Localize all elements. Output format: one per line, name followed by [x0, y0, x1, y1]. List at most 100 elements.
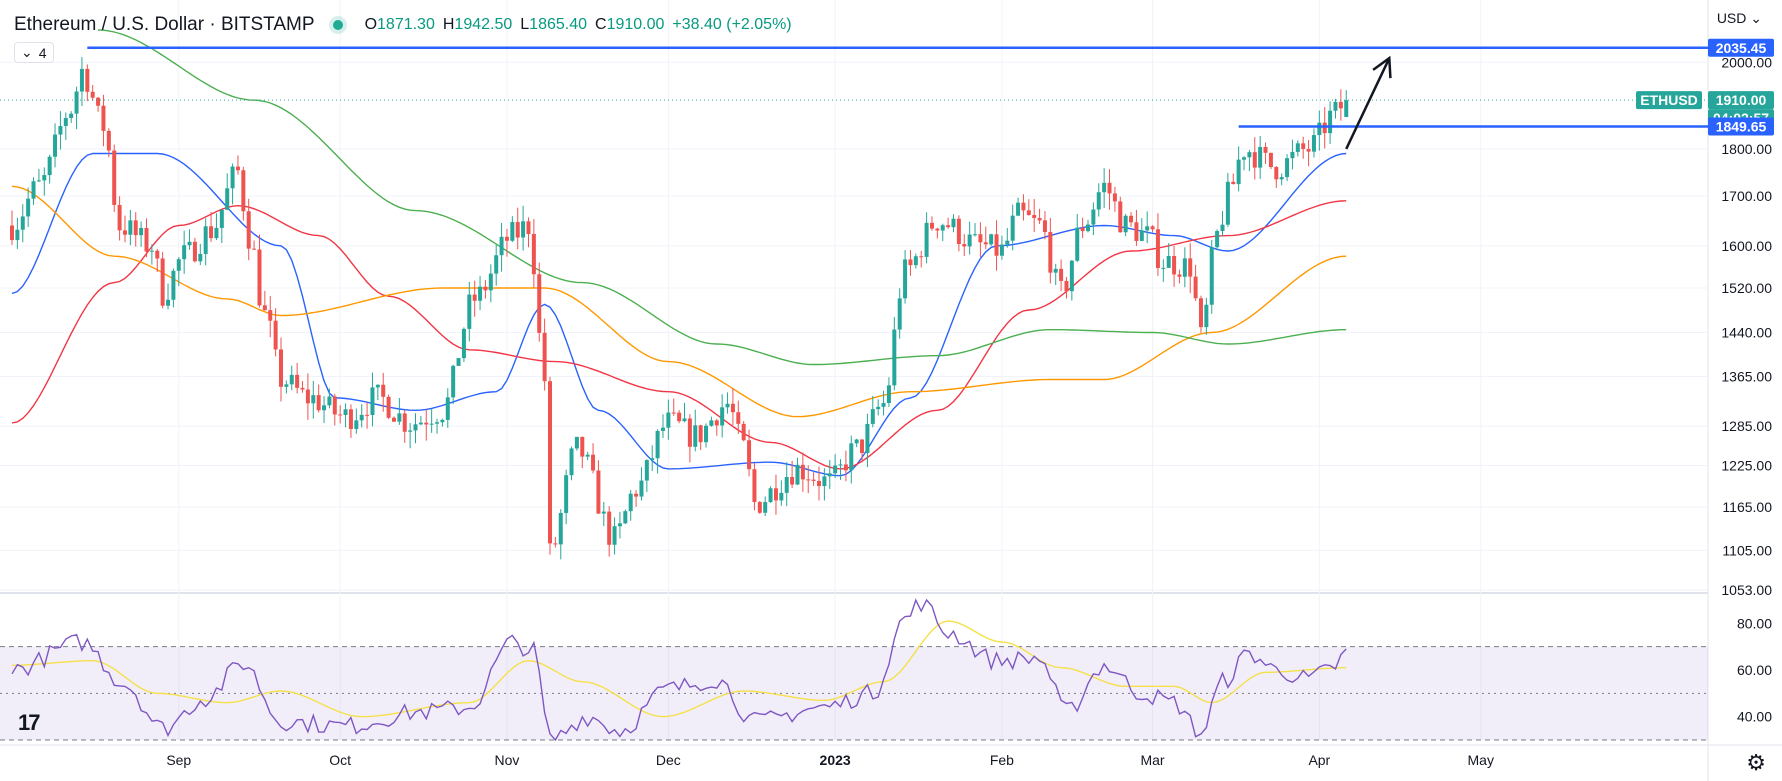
- candle: [682, 402, 687, 423]
- candle: [316, 384, 321, 413]
- candle: [322, 396, 327, 424]
- candle: [951, 214, 956, 233]
- candle: [644, 459, 649, 492]
- candle-body: [714, 420, 719, 426]
- candle: [822, 468, 827, 501]
- candle: [1059, 259, 1064, 292]
- gear-icon[interactable]: ⚙: [1746, 750, 1766, 775]
- candle: [451, 364, 456, 405]
- candle: [1182, 247, 1187, 288]
- candle: [327, 388, 332, 409]
- candle: [811, 472, 816, 486]
- candle: [1139, 218, 1144, 242]
- candle: [747, 429, 752, 477]
- candle: [171, 268, 176, 308]
- candle: [53, 123, 58, 168]
- candle: [1209, 239, 1214, 314]
- candle-body: [1290, 151, 1295, 159]
- candle-body: [79, 68, 84, 92]
- tradingview-logo-icon[interactable]: 17: [18, 710, 41, 735]
- candle-body: [757, 502, 762, 513]
- candle: [806, 465, 811, 494]
- candle-body: [537, 274, 542, 333]
- candle: [122, 215, 127, 243]
- candle: [817, 466, 821, 501]
- indicator-legend-toggle[interactable]: ⌄ 4: [14, 42, 54, 63]
- candle: [639, 467, 644, 501]
- candle-body: [601, 511, 606, 514]
- candle: [1150, 225, 1155, 233]
- candle-body: [53, 134, 58, 157]
- candle: [1161, 259, 1166, 282]
- candle: [1258, 136, 1263, 179]
- candle-body: [1016, 202, 1021, 216]
- candle: [558, 509, 563, 560]
- candle-body: [20, 216, 25, 230]
- candle: [219, 209, 224, 244]
- price-label-bg: [1636, 91, 1702, 110]
- time-tick-label: Dec: [656, 752, 681, 768]
- candle-body: [564, 475, 569, 513]
- candle-body: [166, 299, 171, 306]
- candle: [537, 262, 542, 342]
- price-tick-label: 1600.00: [1721, 238, 1772, 254]
- rsi-tick-label: 60.00: [1737, 662, 1772, 678]
- candle-body: [219, 209, 224, 228]
- candle-body: [698, 425, 703, 443]
- candle: [779, 480, 784, 506]
- horizontal-levels[interactable]: [0, 46, 1708, 150]
- price-tick-label: 1800.00: [1721, 141, 1772, 157]
- time-tick-label: Nov: [495, 752, 520, 768]
- candle: [1129, 212, 1134, 227]
- candle: [176, 256, 181, 287]
- candle-body: [908, 259, 913, 266]
- candle-body: [139, 227, 144, 236]
- candle-body: [1059, 268, 1064, 281]
- candle: [90, 84, 95, 101]
- candle-body: [1064, 280, 1069, 292]
- candle-body: [660, 427, 665, 431]
- candle-body: [338, 414, 343, 416]
- candle-body: [182, 245, 187, 260]
- candle-body: [725, 403, 730, 408]
- arrow-shaft: [1345, 57, 1391, 150]
- candle: [881, 390, 886, 416]
- candle-body: [1161, 267, 1166, 269]
- candle-body: [1333, 101, 1338, 111]
- candle-body: [951, 218, 956, 228]
- candle-body: [747, 440, 752, 470]
- candle-body: [1134, 222, 1139, 241]
- candle: [591, 443, 596, 474]
- candle-body: [1311, 135, 1316, 152]
- candle: [865, 413, 870, 468]
- candle: [1306, 139, 1311, 167]
- currency-selector[interactable]: USD ⌄: [1717, 10, 1762, 27]
- candle-body: [655, 430, 660, 459]
- candle: [671, 398, 676, 416]
- ohlc-open-label: O: [364, 16, 378, 33]
- candle-body: [585, 454, 590, 457]
- candle-body: [1317, 122, 1322, 136]
- candle-body: [833, 465, 838, 474]
- candle: [956, 215, 961, 252]
- candle-body: [741, 423, 746, 441]
- candle: [305, 373, 310, 420]
- candle-body: [230, 166, 235, 189]
- candle-body: [838, 464, 843, 466]
- candle: [709, 416, 714, 427]
- candle-body: [435, 422, 440, 424]
- candle: [596, 460, 601, 514]
- price-tick-label: 1285.00: [1721, 418, 1772, 434]
- candle: [870, 395, 875, 428]
- candle: [1225, 172, 1230, 227]
- candle: [74, 86, 79, 130]
- rsi-ma-line: [12, 620, 1347, 718]
- price-tick-label: 1165.00: [1722, 499, 1772, 515]
- candle: [763, 496, 768, 517]
- symbol-title[interactable]: Ethereum / U.S. Dollar · BITSTAMP: [14, 14, 315, 35]
- candle-body: [1005, 240, 1010, 245]
- candle: [795, 457, 800, 486]
- candle-body: [849, 443, 854, 471]
- arrow-annotation[interactable]: [1345, 55, 1392, 150]
